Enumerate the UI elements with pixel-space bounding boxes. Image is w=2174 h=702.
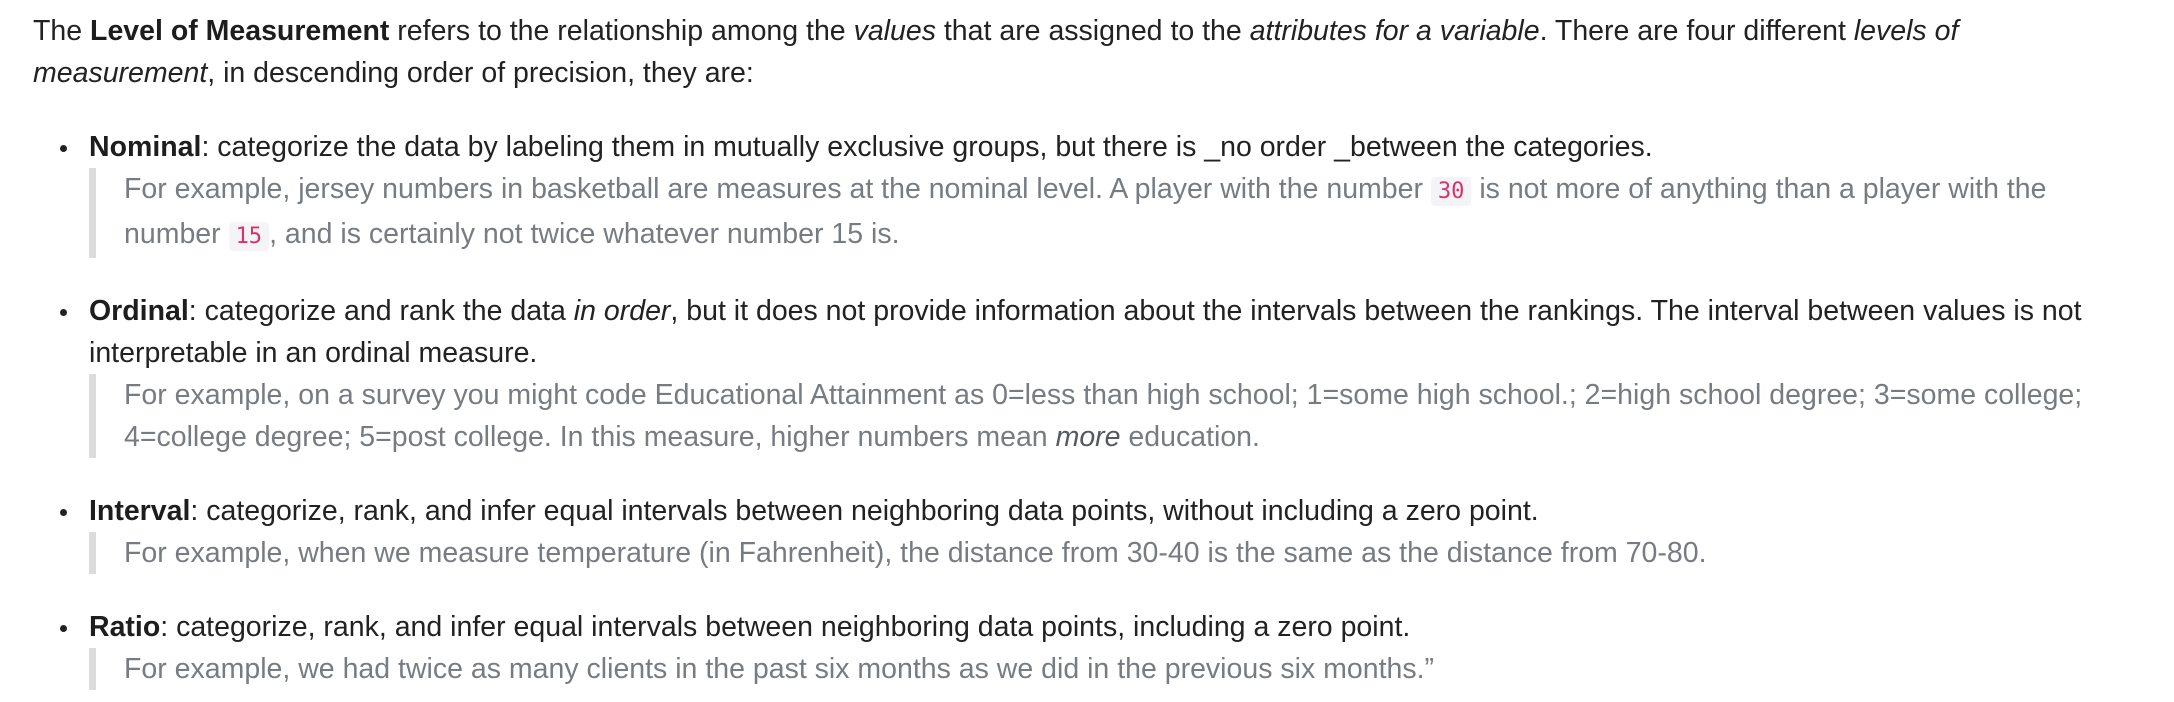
example-quote-nominal: For example, jersey numbers in basketbal… bbox=[89, 168, 2140, 258]
inline-code-15: 15 bbox=[228, 222, 270, 251]
intro-text: , in descending order of precision, they… bbox=[207, 57, 754, 89]
level-name-ratio: Ratio bbox=[89, 611, 161, 643]
list-item-interval: Interval: categorize, rank, and infer eq… bbox=[60, 490, 2140, 574]
level-description-ordinal-rest: , but it does not provide information ab… bbox=[89, 295, 2082, 369]
intro-text: that are assigned to the bbox=[935, 15, 1250, 47]
example-text: , and is certainly not twice whatever nu… bbox=[269, 218, 900, 250]
inline-code-30: 30 bbox=[1430, 177, 1472, 206]
intro-term-bold: Level of Measurement bbox=[90, 15, 390, 47]
example-text: For example, jersey numbers in basketbal… bbox=[124, 173, 1431, 205]
example-emphasis-more: more bbox=[1055, 421, 1121, 453]
intro-text: refers to the relationship among the bbox=[389, 15, 854, 47]
level-description-ordinal: : categorize and rank the data bbox=[188, 295, 574, 327]
level-description-nominal: : categorize the data by labeling them i… bbox=[201, 131, 1653, 163]
level-name-nominal: Nominal bbox=[89, 131, 202, 163]
example-quote-interval: For example, when we measure temperature… bbox=[89, 532, 2140, 574]
list-item-nominal: Nominal: categorize the data by labeling… bbox=[60, 126, 2140, 258]
list-item-ordinal: Ordinal: categorize and rank the data in… bbox=[60, 290, 2140, 458]
level-description-emphasis: in order bbox=[573, 295, 671, 327]
level-name-ordinal: Ordinal bbox=[89, 295, 189, 327]
intro-emphasis-attributes: attributes for a variable bbox=[1249, 15, 1540, 47]
level-description-ratio: : categorize, rank, and infer equal inte… bbox=[160, 611, 1411, 643]
example-quote-ordinal: For example, on a survey you might code … bbox=[89, 374, 2140, 458]
intro-paragraph: The Level of Measurement refers to the r… bbox=[33, 10, 2140, 94]
intro-emphasis-levels: levels of measurement bbox=[33, 15, 1959, 89]
example-text: For example, on a survey you might code … bbox=[124, 379, 2083, 453]
level-name-interval: Interval bbox=[89, 495, 191, 527]
example-quote-ratio: For example, we had twice as many client… bbox=[89, 648, 2140, 690]
intro-text: . There are four different bbox=[1539, 15, 1854, 47]
example-text: is not more of anything than a player wi… bbox=[124, 173, 2047, 250]
levels-list: Nominal: categorize the data by labeling… bbox=[33, 126, 2140, 690]
example-text: education. bbox=[1120, 421, 1260, 453]
intro-emphasis-values: values bbox=[853, 15, 936, 47]
list-item-ratio: Ratio: categorize, rank, and infer equal… bbox=[60, 606, 2140, 690]
intro-text: The bbox=[33, 15, 91, 47]
level-description-interval: : categorize, rank, and infer equal inte… bbox=[190, 495, 1539, 527]
